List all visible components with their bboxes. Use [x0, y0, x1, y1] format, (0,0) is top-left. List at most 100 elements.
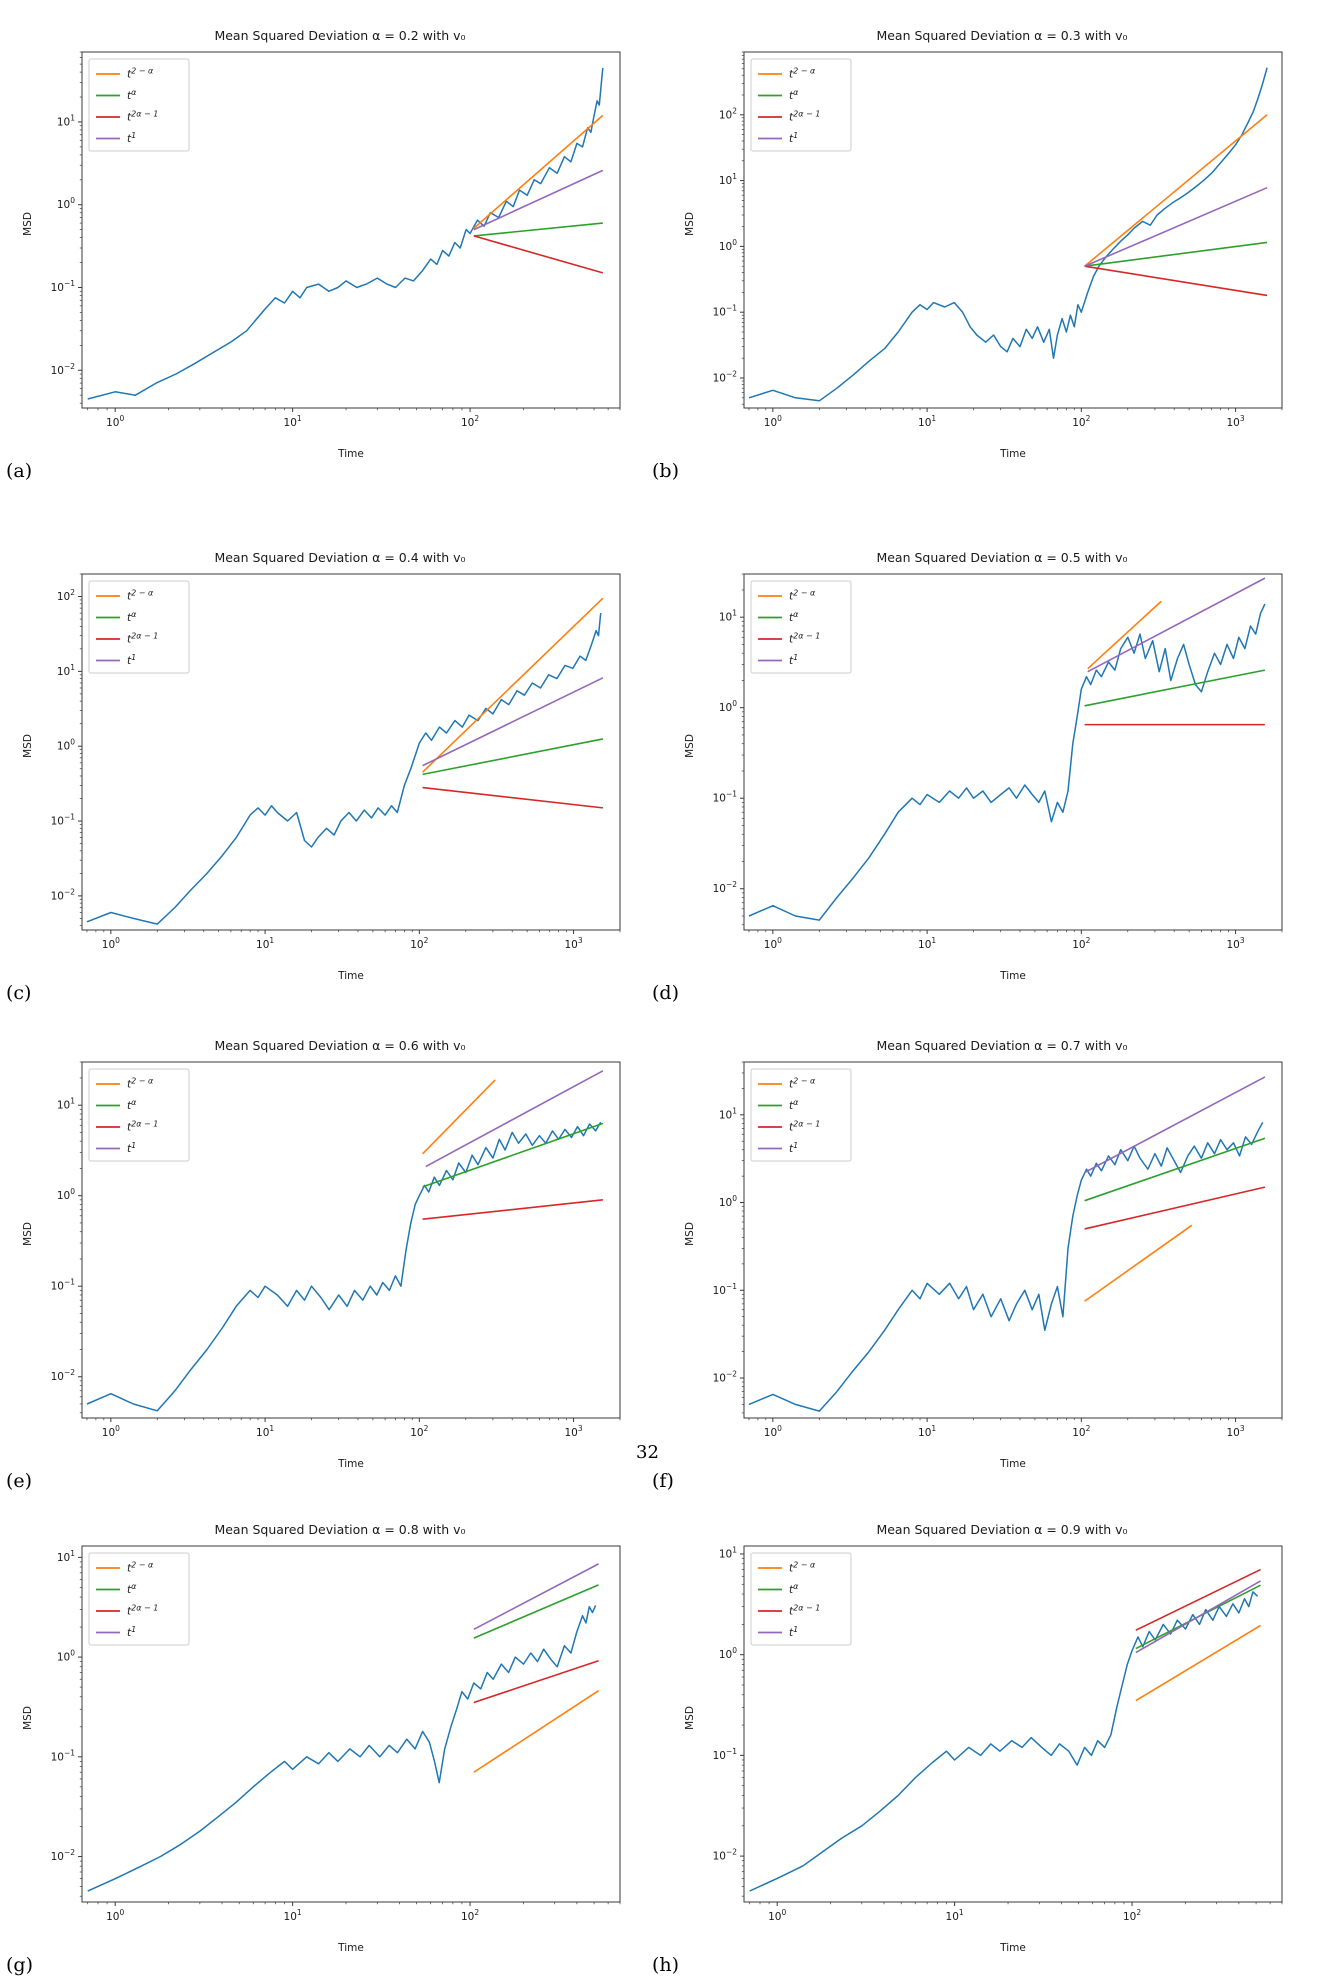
x-tick-label: 101: [918, 1424, 936, 1439]
msd-series: [748, 67, 1268, 402]
x-tick-label: 101: [284, 414, 302, 429]
subplot-c: Mean Squared Deviation α = 0.4 with v₀ 1…: [6, 540, 630, 1010]
x-tick-label: 101: [946, 1908, 964, 1923]
chart-title: Mean Squared Deviation α = 0.8 with v₀: [214, 1522, 466, 1537]
guide-line-0: [473, 114, 604, 229]
x-tick-label: 102: [410, 1424, 428, 1439]
guide-line-3: [422, 677, 604, 767]
y-axis-label: MSD: [683, 1222, 696, 1246]
chart-canvas-b: 100 101 102 103 10−2 10−1 100 101 102 t2 − αtαt2α…: [713, 51, 1283, 429]
subplot-h: Mean Squared Deviation α = 0.9 with v₀ 1…: [652, 1512, 1292, 1982]
y-tick-label: 100: [719, 1646, 737, 1661]
guide-line-1: [422, 738, 604, 776]
x-tick-label: 103: [1226, 414, 1244, 429]
x-tick-label: 102: [1072, 936, 1090, 951]
legend-label: t1: [127, 1141, 136, 1155]
msd-series: [87, 67, 604, 400]
legend-label: tα: [127, 88, 137, 102]
y-tick-label: 10−1: [713, 304, 738, 319]
legend-label: tα: [127, 610, 137, 624]
guide-line-0: [1135, 1624, 1261, 1702]
msd-series: [749, 1591, 1259, 1892]
guide-line-0: [1084, 114, 1268, 267]
y-tick-label: 100: [57, 1187, 75, 1202]
msd-series: [87, 1605, 597, 1892]
legend-label: tα: [789, 88, 799, 102]
y-tick-label: 10−2: [713, 1848, 738, 1863]
guide-line-0: [1087, 600, 1162, 670]
x-tick-label: 102: [1072, 1424, 1090, 1439]
guide-line-3: [1087, 577, 1266, 673]
subplot-b: Mean Squared Deviation α = 0.3 with v₀ 1…: [652, 18, 1292, 488]
x-axis-label: Time: [338, 1942, 364, 1954]
x-tick-label: 100: [764, 1424, 782, 1439]
legend-label: t1: [789, 131, 798, 145]
panel-label-f: (f): [652, 1470, 674, 1492]
guide-line-2: [473, 235, 604, 274]
guide-line-0: [422, 597, 604, 773]
panel-label-c: (c): [6, 982, 32, 1004]
guide-line-1: [422, 1122, 604, 1188]
guide-line-1: [1084, 669, 1266, 707]
axes: 100 101 102 103 10−2 10−1 100 101 102: [51, 573, 621, 951]
guide-line-1: [1084, 241, 1268, 267]
chart-title: Mean Squared Deviation α = 0.3 with v₀: [876, 28, 1128, 43]
y-axis-label: MSD: [683, 212, 696, 236]
x-tick-label: 101: [918, 936, 936, 951]
x-tick-label: 100: [764, 414, 782, 429]
y-tick-label: 101: [57, 1549, 75, 1564]
chart-title: Mean Squared Deviation α = 0.7 with v₀: [876, 1038, 1128, 1053]
x-tick-label: 101: [256, 936, 274, 951]
guide-line-0: [422, 1079, 496, 1155]
guide-line-0: [1084, 1224, 1193, 1302]
x-tick-label: 103: [1226, 936, 1244, 951]
x-tick-label: 101: [918, 414, 936, 429]
x-tick-label: 102: [1123, 1908, 1141, 1923]
legend-label: t1: [127, 653, 136, 667]
guide-line-2: [1084, 1186, 1266, 1230]
chart-canvas-c: 100 101 102 103 10−2 10−1 100 101 102 t2 − αtαt2α…: [51, 573, 621, 951]
x-axis-label: Time: [338, 1458, 364, 1470]
msd-series: [86, 613, 602, 925]
subplot-f: Mean Squared Deviation α = 0.7 with v₀ 1…: [652, 1028, 1292, 1498]
x-tick-label: 101: [284, 1908, 302, 1923]
y-axis-label: MSD: [683, 1706, 696, 1730]
guide-line-3: [473, 169, 604, 231]
guide-line-2: [422, 1199, 604, 1220]
y-tick-label: 101: [57, 663, 75, 678]
y-tick-label: 100: [57, 1649, 75, 1664]
msd-series: [748, 1122, 1264, 1412]
legend-label: t1: [789, 653, 798, 667]
guide-line-3: [1084, 1076, 1266, 1174]
y-tick-label: 102: [719, 106, 737, 121]
legend-label: tα: [789, 610, 799, 624]
guide-line-1: [473, 1584, 599, 1639]
x-axis-label: Time: [338, 448, 364, 460]
x-tick-label: 100: [102, 1424, 120, 1439]
guide-line-3: [1084, 186, 1268, 267]
y-tick-label: 10−2: [51, 1368, 76, 1383]
x-axis-label: Time: [338, 970, 364, 982]
panel-label-e: (e): [6, 1470, 33, 1492]
y-tick-label: 10−2: [51, 362, 76, 377]
y-tick-label: 100: [57, 738, 75, 753]
axes: 100 101 102 103 10−2 10−1 100 101: [51, 1061, 621, 1439]
subplot-e: Mean Squared Deviation α = 0.6 with v₀ 1…: [6, 1028, 630, 1498]
chart-title: Mean Squared Deviation α = 0.4 with v₀: [214, 550, 466, 565]
x-tick-label: 103: [564, 1424, 582, 1439]
x-axis-label: Time: [1000, 1458, 1026, 1470]
y-tick-label: 10−1: [713, 1747, 738, 1762]
y-tick-label: 10−2: [713, 369, 738, 384]
legend-label: t1: [789, 1625, 798, 1639]
panel-label-h: (h): [652, 1954, 680, 1976]
y-axis-label: MSD: [21, 1222, 34, 1246]
x-tick-label: 102: [461, 414, 479, 429]
